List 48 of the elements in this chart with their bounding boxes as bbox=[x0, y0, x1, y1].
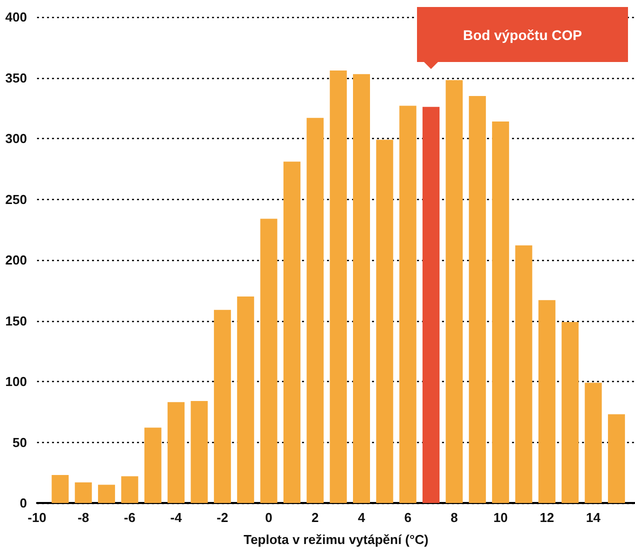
x-tick-label: -6 bbox=[124, 510, 136, 525]
bar bbox=[306, 118, 324, 503]
bar bbox=[98, 484, 116, 503]
y-tick-label: 150 bbox=[5, 313, 27, 328]
x-tick-label: -4 bbox=[170, 510, 183, 525]
bar bbox=[538, 300, 556, 503]
bar bbox=[283, 162, 300, 503]
bar bbox=[121, 476, 138, 503]
x-axis-title: Teplota v režimu vytápění (°C) bbox=[244, 532, 428, 547]
bar bbox=[562, 322, 579, 503]
x-tick-label: 6 bbox=[404, 510, 412, 525]
y-tick-label: 200 bbox=[5, 252, 27, 268]
x-tick-label: -8 bbox=[78, 510, 90, 525]
bar bbox=[237, 296, 254, 503]
bar bbox=[352, 74, 370, 503]
y-tick-label: 400 bbox=[5, 10, 27, 24]
bar bbox=[168, 402, 185, 503]
bar bbox=[376, 140, 394, 503]
bar bbox=[468, 96, 486, 503]
x-tick-label: -10 bbox=[28, 510, 46, 525]
x-tick-label: 10 bbox=[493, 510, 508, 525]
y-tick-label: 300 bbox=[5, 131, 27, 146]
bar bbox=[260, 218, 278, 503]
x-tick-label: 0 bbox=[265, 510, 272, 525]
bar bbox=[214, 310, 231, 503]
x-tick-label: 2 bbox=[312, 510, 319, 525]
x-tick-label: 8 bbox=[450, 510, 458, 525]
bar bbox=[330, 70, 347, 503]
bar bbox=[144, 428, 162, 503]
bar bbox=[492, 121, 510, 503]
bar bbox=[608, 414, 625, 503]
x-tick-label: 4 bbox=[358, 510, 366, 525]
y-tick-label: 50 bbox=[12, 434, 27, 450]
x-tick-label: 12 bbox=[540, 510, 554, 525]
y-tick-label: 250 bbox=[5, 192, 27, 207]
bar bbox=[399, 106, 416, 503]
bar bbox=[515, 245, 532, 503]
bar bbox=[74, 482, 92, 503]
x-tick-label: 14 bbox=[586, 510, 602, 525]
y-tick-label: 350 bbox=[5, 70, 27, 86]
y-tick-label: 100 bbox=[5, 374, 27, 389]
bar bbox=[190, 400, 208, 503]
bar bbox=[584, 382, 602, 503]
bar bbox=[422, 106, 440, 503]
x-tick-label: -2 bbox=[216, 510, 228, 525]
bar bbox=[446, 80, 463, 503]
y-tick-label: 0 bbox=[20, 496, 27, 510]
bar bbox=[52, 475, 69, 503]
